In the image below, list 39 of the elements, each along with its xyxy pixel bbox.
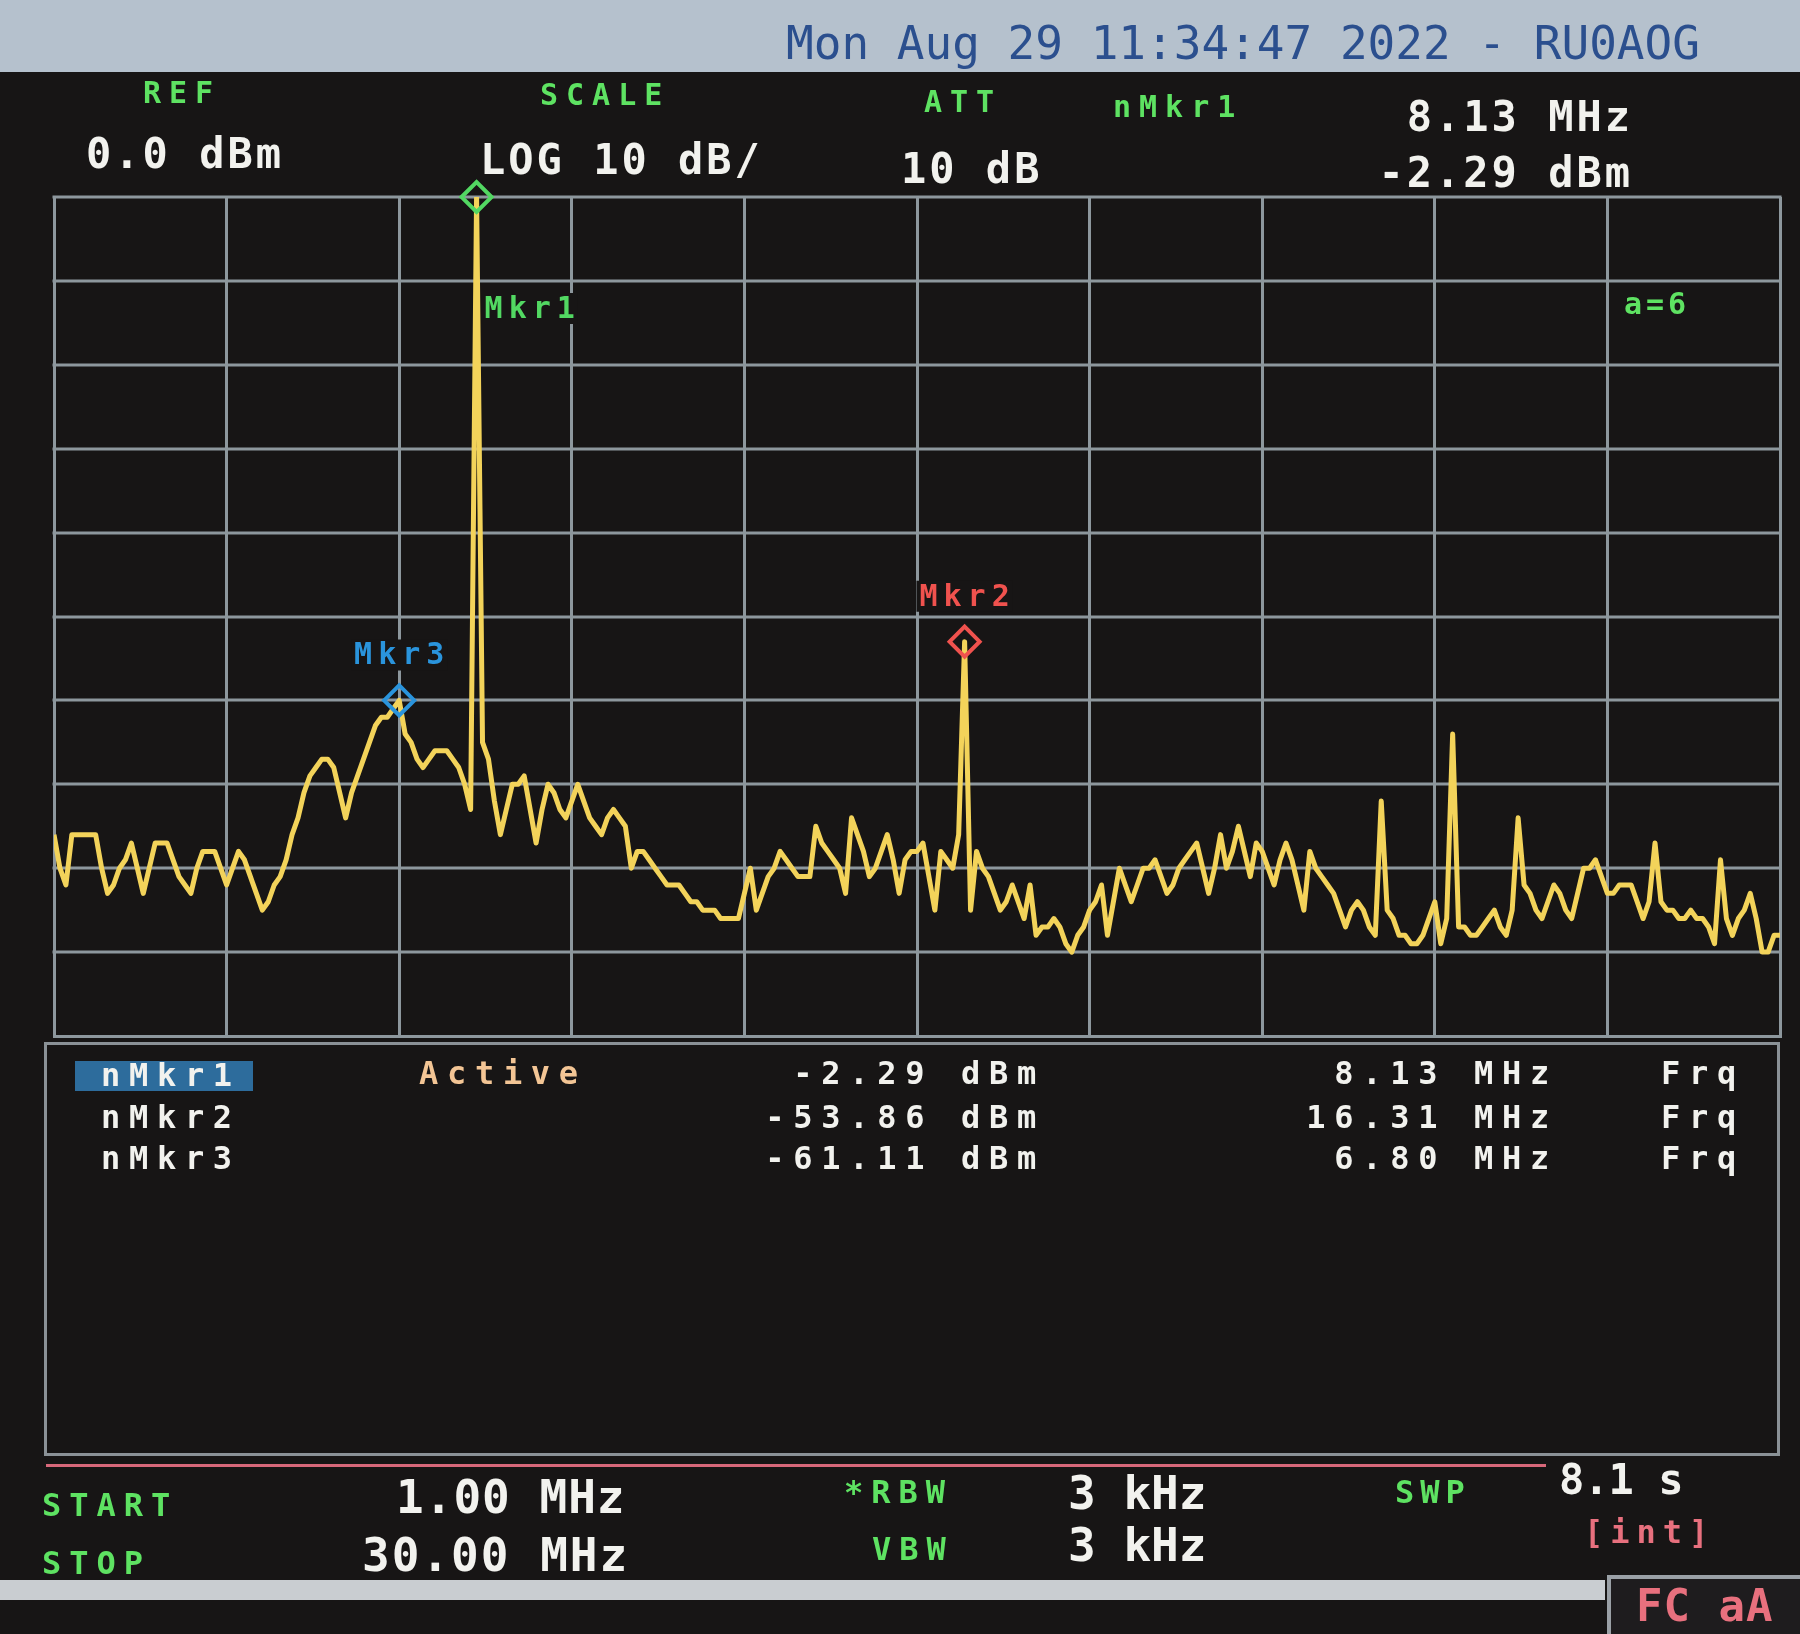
text: Frq: [1661, 1054, 1745, 1092]
annotation: a=6: [1624, 286, 1691, 321]
text: Mkr1: [484, 290, 581, 325]
text: nMkr2: [101, 1098, 241, 1136]
series-label: Mkr3: [354, 636, 451, 672]
text: FC aA: [1636, 1580, 1774, 1631]
text: 16.31 MHz: [1306, 1098, 1558, 1136]
text: nMkr3: [101, 1139, 241, 1177]
text: [int]: [1584, 1513, 1716, 1551]
text: 10 dB: [901, 144, 1043, 193]
text: nMkr1: [101, 1056, 241, 1094]
text: ATT: [924, 84, 1003, 119]
text: 0.0 dBm: [86, 129, 285, 178]
text: REF: [143, 75, 222, 110]
text: SWP: [1395, 1473, 1471, 1511]
text: LOG 10 dB/: [480, 135, 763, 184]
text: -53.86 dBm: [765, 1098, 1045, 1136]
text: 30.00 MHz: [362, 1528, 630, 1582]
text: Frq: [1661, 1139, 1745, 1177]
annotation: -2.29 dBm: [1378, 148, 1633, 197]
text: -61.11 dBm: [765, 1139, 1045, 1177]
text: SCALE: [540, 77, 671, 112]
text: Active: [419, 1054, 587, 1092]
text: 3 kHz: [1068, 1518, 1207, 1572]
text: 8.13 MHz: [1406, 92, 1633, 141]
series-label: Mkr2: [919, 577, 1016, 613]
text: VBW: [872, 1530, 954, 1568]
text: 3 kHz: [1068, 1466, 1207, 1520]
text: 1.00 MHz: [396, 1470, 626, 1524]
text: Frq: [1661, 1098, 1745, 1136]
text: -2.29 dBm: [793, 1054, 1045, 1092]
text: STOP: [42, 1544, 152, 1582]
text: START: [42, 1486, 179, 1524]
text: 8.13 MHz: [1334, 1054, 1558, 1092]
text: 6.80 MHz: [1334, 1139, 1558, 1177]
text: 8.1 s: [1559, 1455, 1683, 1504]
chart-title: Mon Aug 29 11:34:47 2022 - RU0AOG: [786, 16, 1700, 70]
text: nMkr1: [1113, 89, 1244, 124]
text: *RBW: [844, 1473, 954, 1511]
